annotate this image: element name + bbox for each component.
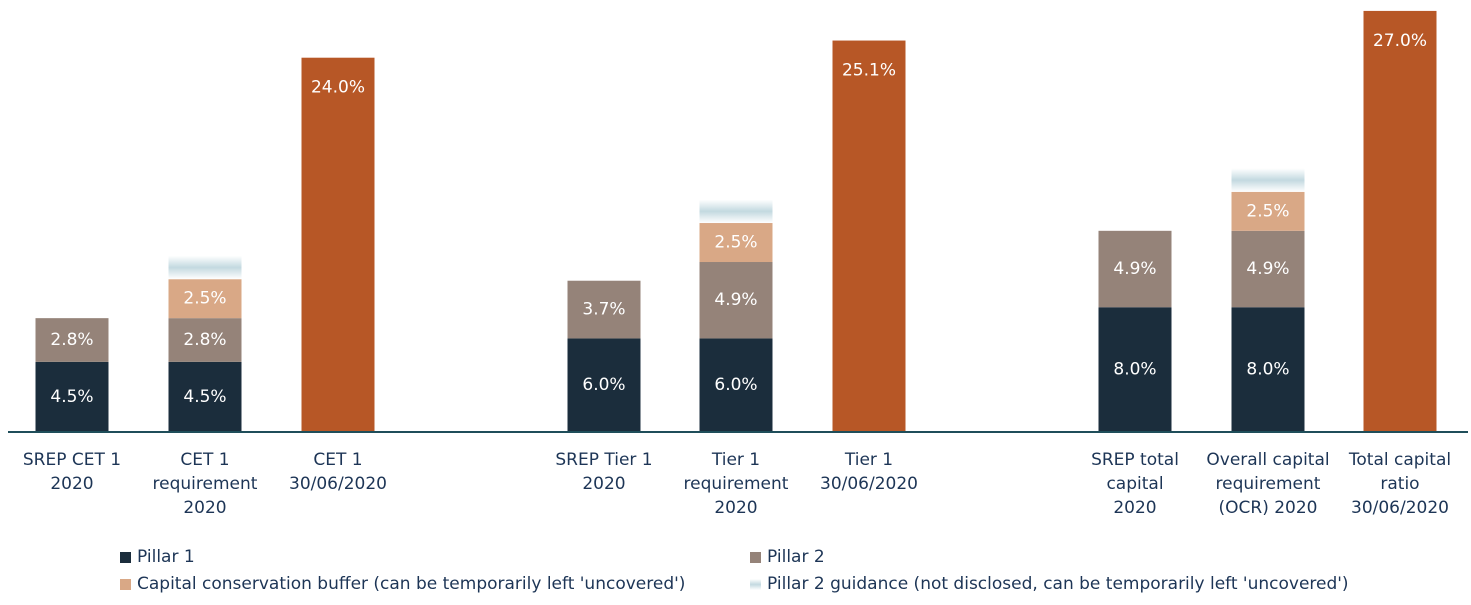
bar-segment: [567, 338, 641, 432]
bar-segment: [699, 262, 773, 339]
value-label: 6.0%: [714, 375, 757, 395]
legend-swatch: [120, 552, 131, 563]
legend-swatch: [750, 579, 761, 590]
x-tick-label-line: Tier 1: [711, 450, 760, 470]
bar-segment: [1231, 168, 1305, 192]
legend-label: Pillar 2: [767, 547, 825, 567]
value-label: 4.5%: [183, 387, 226, 407]
value-label: 2.5%: [1246, 201, 1289, 221]
x-tick-label-line: ratio: [1380, 474, 1419, 494]
x-tick-label-line: 2020: [1113, 498, 1156, 518]
value-label: 27.0%: [1373, 31, 1427, 51]
x-tick-label-line: 2020: [582, 474, 625, 494]
bar-segment: [1098, 307, 1172, 432]
value-label: 8.0%: [1113, 360, 1156, 380]
x-tick-label-line: 30/06/2020: [1351, 498, 1449, 518]
x-tick-label-line: 2020: [50, 474, 93, 494]
legend-label: Pillar 2 guidance (not disclosed, can be…: [767, 574, 1349, 594]
x-tick-label-line: (OCR) 2020: [1219, 498, 1318, 518]
bar-segment: [35, 361, 109, 432]
bar-segment: [699, 199, 773, 224]
legend-swatch: [750, 552, 761, 563]
x-tick-label-line: CET 1: [180, 450, 229, 470]
bar-segment: [35, 318, 109, 362]
value-label: 4.9%: [1113, 259, 1156, 279]
value-label: 4.9%: [714, 290, 757, 310]
bar-segment: [699, 223, 773, 263]
x-tick-label: Overall capital requirement (OCR) 2020: [1206, 450, 1329, 518]
bar-segment: [832, 40, 906, 432]
x-tick-label-line: Tier 1: [844, 450, 893, 470]
x-tick-label-line: CET 1: [313, 450, 362, 470]
x-tick-label: SREP CET 1 2020: [23, 450, 121, 494]
value-label: 8.0%: [1246, 360, 1289, 380]
value-label: 6.0%: [582, 375, 625, 395]
bar-segment: [301, 57, 375, 432]
x-tick-label-line: 2020: [714, 498, 757, 518]
x-tick-label-line: requirement: [684, 474, 789, 494]
bar-segment: [168, 361, 242, 432]
bar-segment: [1363, 10, 1437, 433]
x-tick-label: SREP total capital 2020: [1091, 450, 1179, 518]
x-tick-label: CET 1 requirement 2020: [153, 450, 258, 518]
legend-label: Pillar 1: [137, 547, 195, 567]
x-tick-label-line: SREP CET 1: [23, 450, 121, 470]
x-tick-label-line: requirement: [1216, 474, 1321, 494]
x-tick-label-line: SREP Tier 1: [555, 450, 652, 470]
bar-segment: [567, 280, 641, 339]
value-label: 3.7%: [582, 300, 625, 320]
x-tick-label: CET 1 30/06/2020: [289, 450, 387, 494]
x-tick-label-line: SREP total: [1091, 450, 1179, 470]
x-tick-label: Total capital ratio 30/06/2020: [1348, 450, 1451, 518]
bar-segment: [1231, 307, 1305, 432]
bar-segment: [168, 279, 242, 319]
legend-label: Capital conservation buffer (can be temp…: [137, 574, 685, 594]
x-tick-label-line: 30/06/2020: [289, 474, 387, 494]
value-label: 2.5%: [714, 233, 757, 253]
value-label: 4.9%: [1246, 259, 1289, 279]
value-label: 2.8%: [50, 330, 93, 350]
x-tick-label: Tier 1 requirement 2020: [684, 450, 789, 518]
value-label: 24.0%: [311, 78, 365, 98]
value-label: 25.1%: [842, 61, 896, 81]
x-tick-label-line: Overall capital: [1206, 450, 1329, 470]
bar-segment: [1231, 230, 1305, 308]
bar-segment: [1098, 230, 1172, 308]
x-tick-label-line: capital: [1106, 474, 1163, 494]
x-tick-label-line: Total capital: [1348, 450, 1451, 470]
legend-swatch: [120, 579, 131, 590]
x-tick-label-line: 30/06/2020: [820, 474, 918, 494]
x-tick-label: Tier 1 30/06/2020: [820, 450, 918, 494]
bar-segment: [168, 255, 242, 280]
value-label: 2.5%: [183, 289, 226, 309]
bar-segment: [699, 338, 773, 432]
x-tick-label-line: 2020: [183, 498, 226, 518]
bar-segment: [168, 318, 242, 362]
x-tick-label-line: requirement: [153, 474, 258, 494]
bar-segment: [1231, 191, 1305, 231]
value-label: 2.8%: [183, 330, 226, 350]
x-tick-label: SREP Tier 1 2020: [555, 450, 652, 494]
value-label: 4.5%: [50, 387, 93, 407]
